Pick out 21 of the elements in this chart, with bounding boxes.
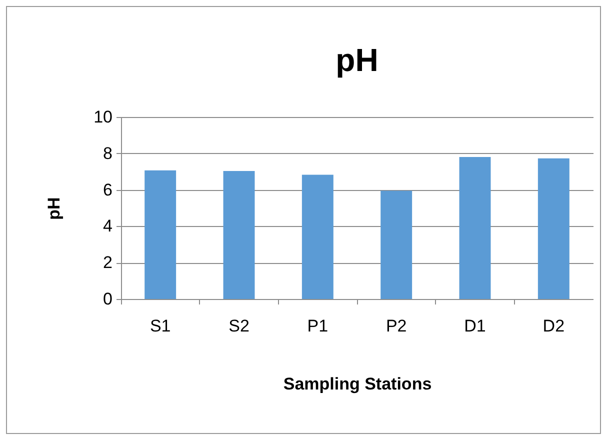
x-tick-label: S2 xyxy=(228,316,250,336)
x-tick-label: P2 xyxy=(386,316,407,336)
x-tick-label: D2 xyxy=(542,316,565,336)
y-tick-label: 10 xyxy=(94,108,112,126)
bar xyxy=(459,157,491,299)
y-tick-label: 2 xyxy=(103,253,112,272)
chart-title: pH xyxy=(336,42,378,78)
y-tick-label: 6 xyxy=(103,180,112,200)
x-tick-label: P1 xyxy=(307,316,328,336)
y-axis-title: pH xyxy=(44,197,64,220)
x-tick-label: D1 xyxy=(464,316,486,336)
bar xyxy=(302,174,334,299)
x-axis-title: Sampling Stations xyxy=(283,374,432,394)
y-tick-label: 8 xyxy=(103,144,112,163)
bar xyxy=(538,158,570,299)
bar xyxy=(380,190,412,299)
y-tick-label: 4 xyxy=(103,216,112,236)
bar xyxy=(223,171,255,299)
bar xyxy=(144,170,176,299)
y-tick-label: 0 xyxy=(103,290,112,308)
x-tick-label: S1 xyxy=(150,316,171,336)
